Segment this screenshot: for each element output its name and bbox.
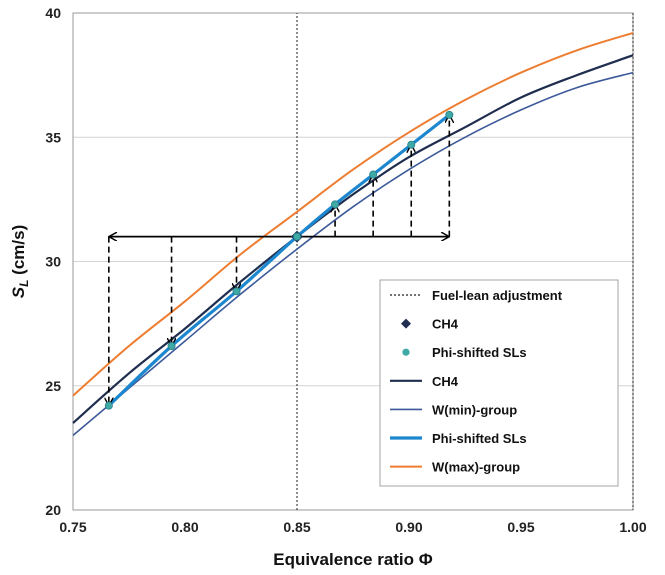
x-tick-label-0.85: 0.85: [283, 519, 310, 535]
x-tick-label-1.00: 1.00: [619, 519, 646, 535]
legend-label-5: Phi-shifted SLs: [432, 431, 527, 446]
legend-label-2: Phi-shifted SLs: [432, 345, 527, 360]
legend-label-1: CH4: [432, 317, 459, 332]
y-axis-title-sub: L: [17, 280, 31, 287]
y-tick-label-20: 20: [45, 502, 61, 518]
x-axis-title: Equivalence ratio Φ: [273, 550, 432, 569]
data-point-phi-shifted-5: [369, 170, 378, 179]
legend-swatch-1: [401, 318, 411, 329]
series-line-w-max-group: [72, 31, 634, 397]
x-tick-label-0.80: 0.80: [171, 519, 198, 535]
x-tick-label-0.95: 0.95: [507, 519, 534, 535]
x-tick-label-0.75: 0.75: [59, 519, 86, 535]
data-point-phi-shifted-1: [167, 341, 176, 350]
y-tick-label-30: 30: [45, 254, 61, 270]
legend-label-3: CH4: [432, 374, 459, 389]
legend-label-6: W(max)-group: [432, 460, 520, 475]
legend-swatch-2: [402, 348, 410, 356]
y-tick-label-35: 35: [45, 129, 61, 145]
data-point-phi-shifted-7: [445, 110, 454, 119]
x-tick-label-0.90: 0.90: [395, 519, 422, 535]
y-tick-label-40: 40: [45, 5, 61, 21]
data-point-phi-shifted-2: [232, 287, 241, 296]
data-point-phi-shifted-0: [104, 401, 113, 410]
y-axis-title-main: S: [9, 286, 28, 298]
data-point-phi-shifted-4: [331, 200, 340, 209]
y-tick-label-25: 25: [45, 378, 61, 394]
legend-label-4: W(min)-group: [432, 402, 517, 417]
legend-box: [379, 279, 619, 487]
data-point-phi-shifted-3: [292, 232, 301, 241]
data-point-phi-shifted-6: [407, 140, 416, 149]
y-axis-title-unit: (cm/s): [9, 225, 28, 280]
legend-label-0: Fuel-lean adjustment: [432, 288, 563, 303]
series-line-w-min-group: [72, 71, 634, 437]
series-line-ch4: [72, 54, 634, 424]
y-axis-title: SL (cm/s): [9, 225, 31, 298]
